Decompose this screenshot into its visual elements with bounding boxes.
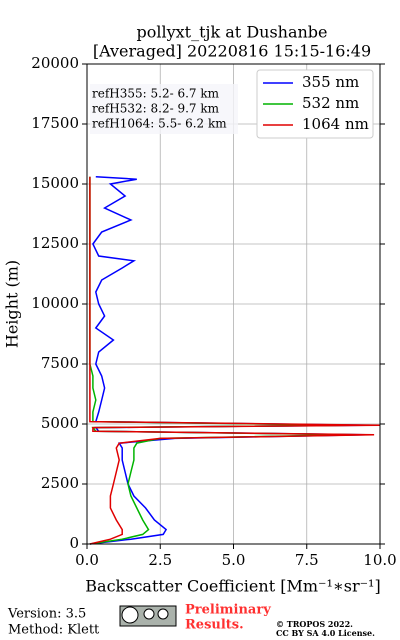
x-axis-label: Backscatter Coefficient [Mm⁻¹∗sr⁻¹]: [85, 577, 380, 596]
version: Version: 3.5: [7, 607, 86, 622]
y-tick-label: 7500: [41, 354, 79, 372]
legend-label: 1064 nm: [302, 115, 369, 133]
plot-frame: [86, 63, 381, 545]
legend-label: 532 nm: [302, 94, 359, 112]
profile-line: [89, 176, 357, 545]
legend-label: 355 nm: [302, 73, 359, 91]
y-axis-label: Height (m): [3, 260, 22, 348]
annotation-box: [90, 84, 238, 134]
x-tick-label: 0.0: [75, 551, 99, 569]
y-tick-label: 0: [69, 534, 79, 552]
preliminary: Results.: [185, 618, 244, 633]
y-tick-label: 15000: [31, 174, 79, 192]
x-tick-label: 7.5: [295, 551, 319, 569]
annotation: refH1064: 5.5- 6.2 km: [92, 117, 227, 131]
y-tick-label: 20000: [31, 54, 79, 72]
x-tick-label: 2.5: [148, 551, 172, 569]
chart-title: pollyxt_tjk at Dushanbe: [136, 23, 327, 42]
y-tick-label: 12500: [31, 234, 79, 252]
method: Method: Klett: [8, 623, 100, 638]
y-tick-label: 5000: [41, 414, 79, 432]
license: © TROPOS 2022.: [276, 619, 353, 629]
y-tick-label: 10000: [31, 294, 79, 312]
annotation: refH355: 5.2- 6.7 km: [92, 87, 220, 101]
license: CC BY SA 4.0 License.: [276, 628, 375, 638]
preliminary: Preliminary: [185, 603, 271, 618]
legend-box: [256, 69, 374, 139]
x-tick-label: 5.0: [222, 551, 246, 569]
annotation: refH532: 8.2- 9.7 km: [92, 102, 220, 116]
x-tick-label: 10.0: [363, 551, 396, 569]
y-tick-label: 2500: [41, 474, 79, 492]
chart-title: [Averaged] 20220816 15:15-16:49: [93, 42, 371, 61]
profile-line: [89, 176, 366, 545]
profile-line: [89, 176, 381, 545]
y-tick-label: 17500: [31, 114, 79, 132]
cc-badge: [119, 605, 177, 627]
